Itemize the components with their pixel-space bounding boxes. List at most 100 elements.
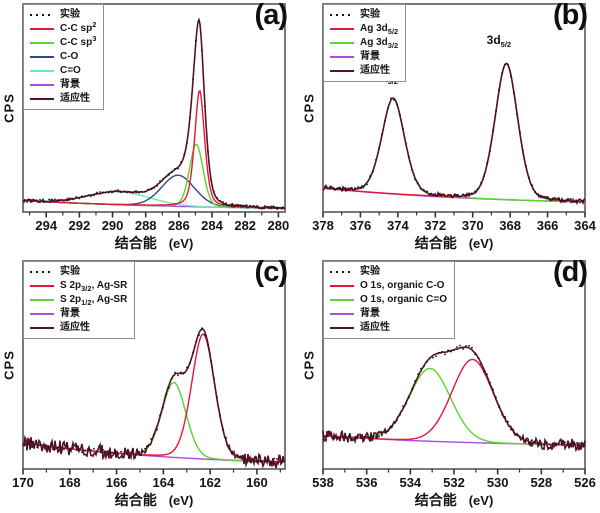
legend-item-s-2p32: S 2p3/2, Ag-SR — [30, 279, 127, 293]
legend-item-label: 实验 — [60, 267, 80, 277]
legend-item-experiment: 实验 — [30, 265, 127, 279]
x-tick-label: 532 — [443, 475, 465, 490]
label-segment: 3/2 — [81, 284, 92, 293]
x-tick-label: 286 — [168, 218, 190, 233]
y-axis-label: CPS — [301, 350, 317, 380]
x-axis-label-group: 结合能 (eV) — [115, 490, 194, 510]
peak-annotation: 3d5/2 — [487, 33, 512, 49]
x-axis-label: 结合能 — [114, 492, 157, 508]
spectrum-plot-b: 378 376 374 372 370 368 366 364 — [312, 3, 597, 233]
x-tick-label: 366 — [537, 218, 559, 233]
experiment-dots — [24, 327, 284, 464]
component-curve-ag-3d5-2 — [322, 62, 585, 203]
label-segment: 5/2 — [387, 27, 399, 36]
legend-line-sample — [330, 327, 354, 329]
x-tick-label: 164 — [153, 475, 175, 490]
x-tick-label: 376 — [350, 218, 372, 233]
legend-item-background: 背景 — [30, 78, 96, 92]
x-axis-unit: (eV) — [468, 236, 494, 251]
experiment-dots — [324, 63, 584, 204]
legend-dotted-sample — [30, 14, 54, 16]
legend-line-sample — [330, 313, 354, 315]
x-tick-label: 292 — [69, 218, 91, 233]
legend-item-label: S 2p1/2, Ag-SR — [60, 294, 128, 307]
legend: 实验 S 2p3/2, Ag-SR S 2p1/2, Ag-SR 背景适应性 — [23, 261, 136, 339]
y-axis-label: CPS — [1, 93, 17, 123]
component-curve-s-2p3-2-ag-sr — [22, 333, 286, 463]
legend-line-sample — [330, 285, 354, 287]
x-axis-unit: (eV) — [468, 493, 494, 508]
x-tick-label: 534 — [399, 475, 421, 490]
legend-item-label: 实验 — [360, 10, 380, 20]
legend-item-label: S 2p3/2, Ag-SR — [60, 281, 127, 293]
experiment-dots — [324, 344, 584, 448]
x-axis-label-group: 结合能 (eV) — [115, 233, 194, 253]
label-segment: 背景 — [60, 308, 80, 319]
legend-line-sample — [30, 313, 54, 315]
legend-item-background: 背景 — [330, 50, 398, 64]
legend-item-o1s-co: O 1s, organic C-O — [330, 279, 447, 293]
x-tick-label: 280 — [268, 218, 290, 233]
legend-item-label: C-C sp2 — [60, 21, 96, 34]
label-segment: 背景 — [60, 79, 80, 90]
legend-item-label: 适应性 — [60, 94, 90, 104]
x-tick-label: 374 — [387, 218, 409, 233]
label-segment: , Ag-SR — [91, 294, 128, 305]
legend-line-sample — [330, 70, 354, 72]
label-segment: O 1s, organic C=O — [360, 294, 447, 305]
panel-letter-d: (d) — [552, 256, 588, 288]
experiment-dots — [24, 19, 284, 210]
x-tick-label: 288 — [135, 218, 157, 233]
legend-item-label: C=O — [60, 66, 81, 76]
label-segment: Ag 3d — [360, 37, 388, 48]
label-segment: 适应性 — [60, 93, 90, 104]
spectrum-plot-d: 538 536 534 532 530 528 526 — [312, 260, 596, 490]
legend-line-sample — [30, 84, 54, 86]
x-tick-label: 372 — [424, 218, 446, 233]
x-tick-label: 166 — [106, 475, 128, 490]
legend-line-sample — [30, 327, 54, 329]
legend-line-sample — [330, 42, 354, 44]
panel-letter-b: (b) — [552, 0, 588, 31]
component-curve-o-1s-organic-c-o — [322, 367, 585, 446]
label-segment: 适应性 — [360, 65, 390, 76]
label-segment: C=O — [60, 65, 81, 76]
x-axis-label-group: 结合能 (eV) — [415, 233, 494, 253]
legend-item-fit: 适应性 — [30, 321, 127, 335]
component-curve-o-1s-organic-c-o — [322, 358, 585, 446]
legend-line-sample — [30, 70, 54, 72]
label-segment: C-C sp — [60, 37, 93, 48]
fit-envelope-curve — [322, 346, 586, 452]
x-axis-label-group: 结合能 (eV) — [415, 490, 494, 510]
x-tick-label: 364 — [574, 218, 596, 233]
x-tick-label: 290 — [102, 218, 124, 233]
legend-item-c-dbl-o: C=O — [30, 64, 96, 78]
plot-frame — [22, 260, 286, 470]
x-tick-label: 170 — [12, 475, 34, 490]
label-segment: 3 — [92, 34, 97, 43]
label-segment: 适应性 — [60, 322, 90, 333]
y-axis-label: CPS — [1, 350, 17, 380]
x-tick-label: 162 — [199, 475, 221, 490]
label-segment: O 1s, organic C-O — [360, 280, 445, 291]
label-segment: 适应性 — [360, 322, 390, 333]
legend-line-sample — [30, 98, 54, 100]
label-segment: 2 — [92, 20, 97, 29]
x-tick-label: 528 — [530, 475, 552, 490]
label-segment: 1/2 — [81, 298, 92, 307]
spectrum-plot-a: 294 292 290 288 286 284 282 280 — [22, 3, 290, 233]
x-tick-label: 530 — [487, 475, 509, 490]
label-segment: 实验 — [60, 266, 80, 277]
x-axis-label: 结合能 — [414, 235, 457, 251]
component-curve-c-o — [22, 174, 285, 209]
legend: 实验 Ag 3d5/2 Ag 3d3/2 背景 适应性 — [323, 4, 407, 82]
label-segment: 5/2 — [500, 39, 512, 49]
legend-item-background: 背景 — [330, 307, 447, 321]
panel-letter-c: (c) — [254, 256, 288, 288]
legend-line-sample — [30, 28, 54, 30]
legend-item-label: C-C sp3 — [60, 35, 96, 48]
x-axis-label: 结合能 — [414, 492, 457, 508]
label-segment: C-O — [60, 51, 79, 62]
panel-b: 378 376 374 372 370 368 366 364 CPS 结合能 (eV) (b) 实验 A… — [300, 0, 600, 256]
legend-line-sample — [330, 299, 354, 301]
